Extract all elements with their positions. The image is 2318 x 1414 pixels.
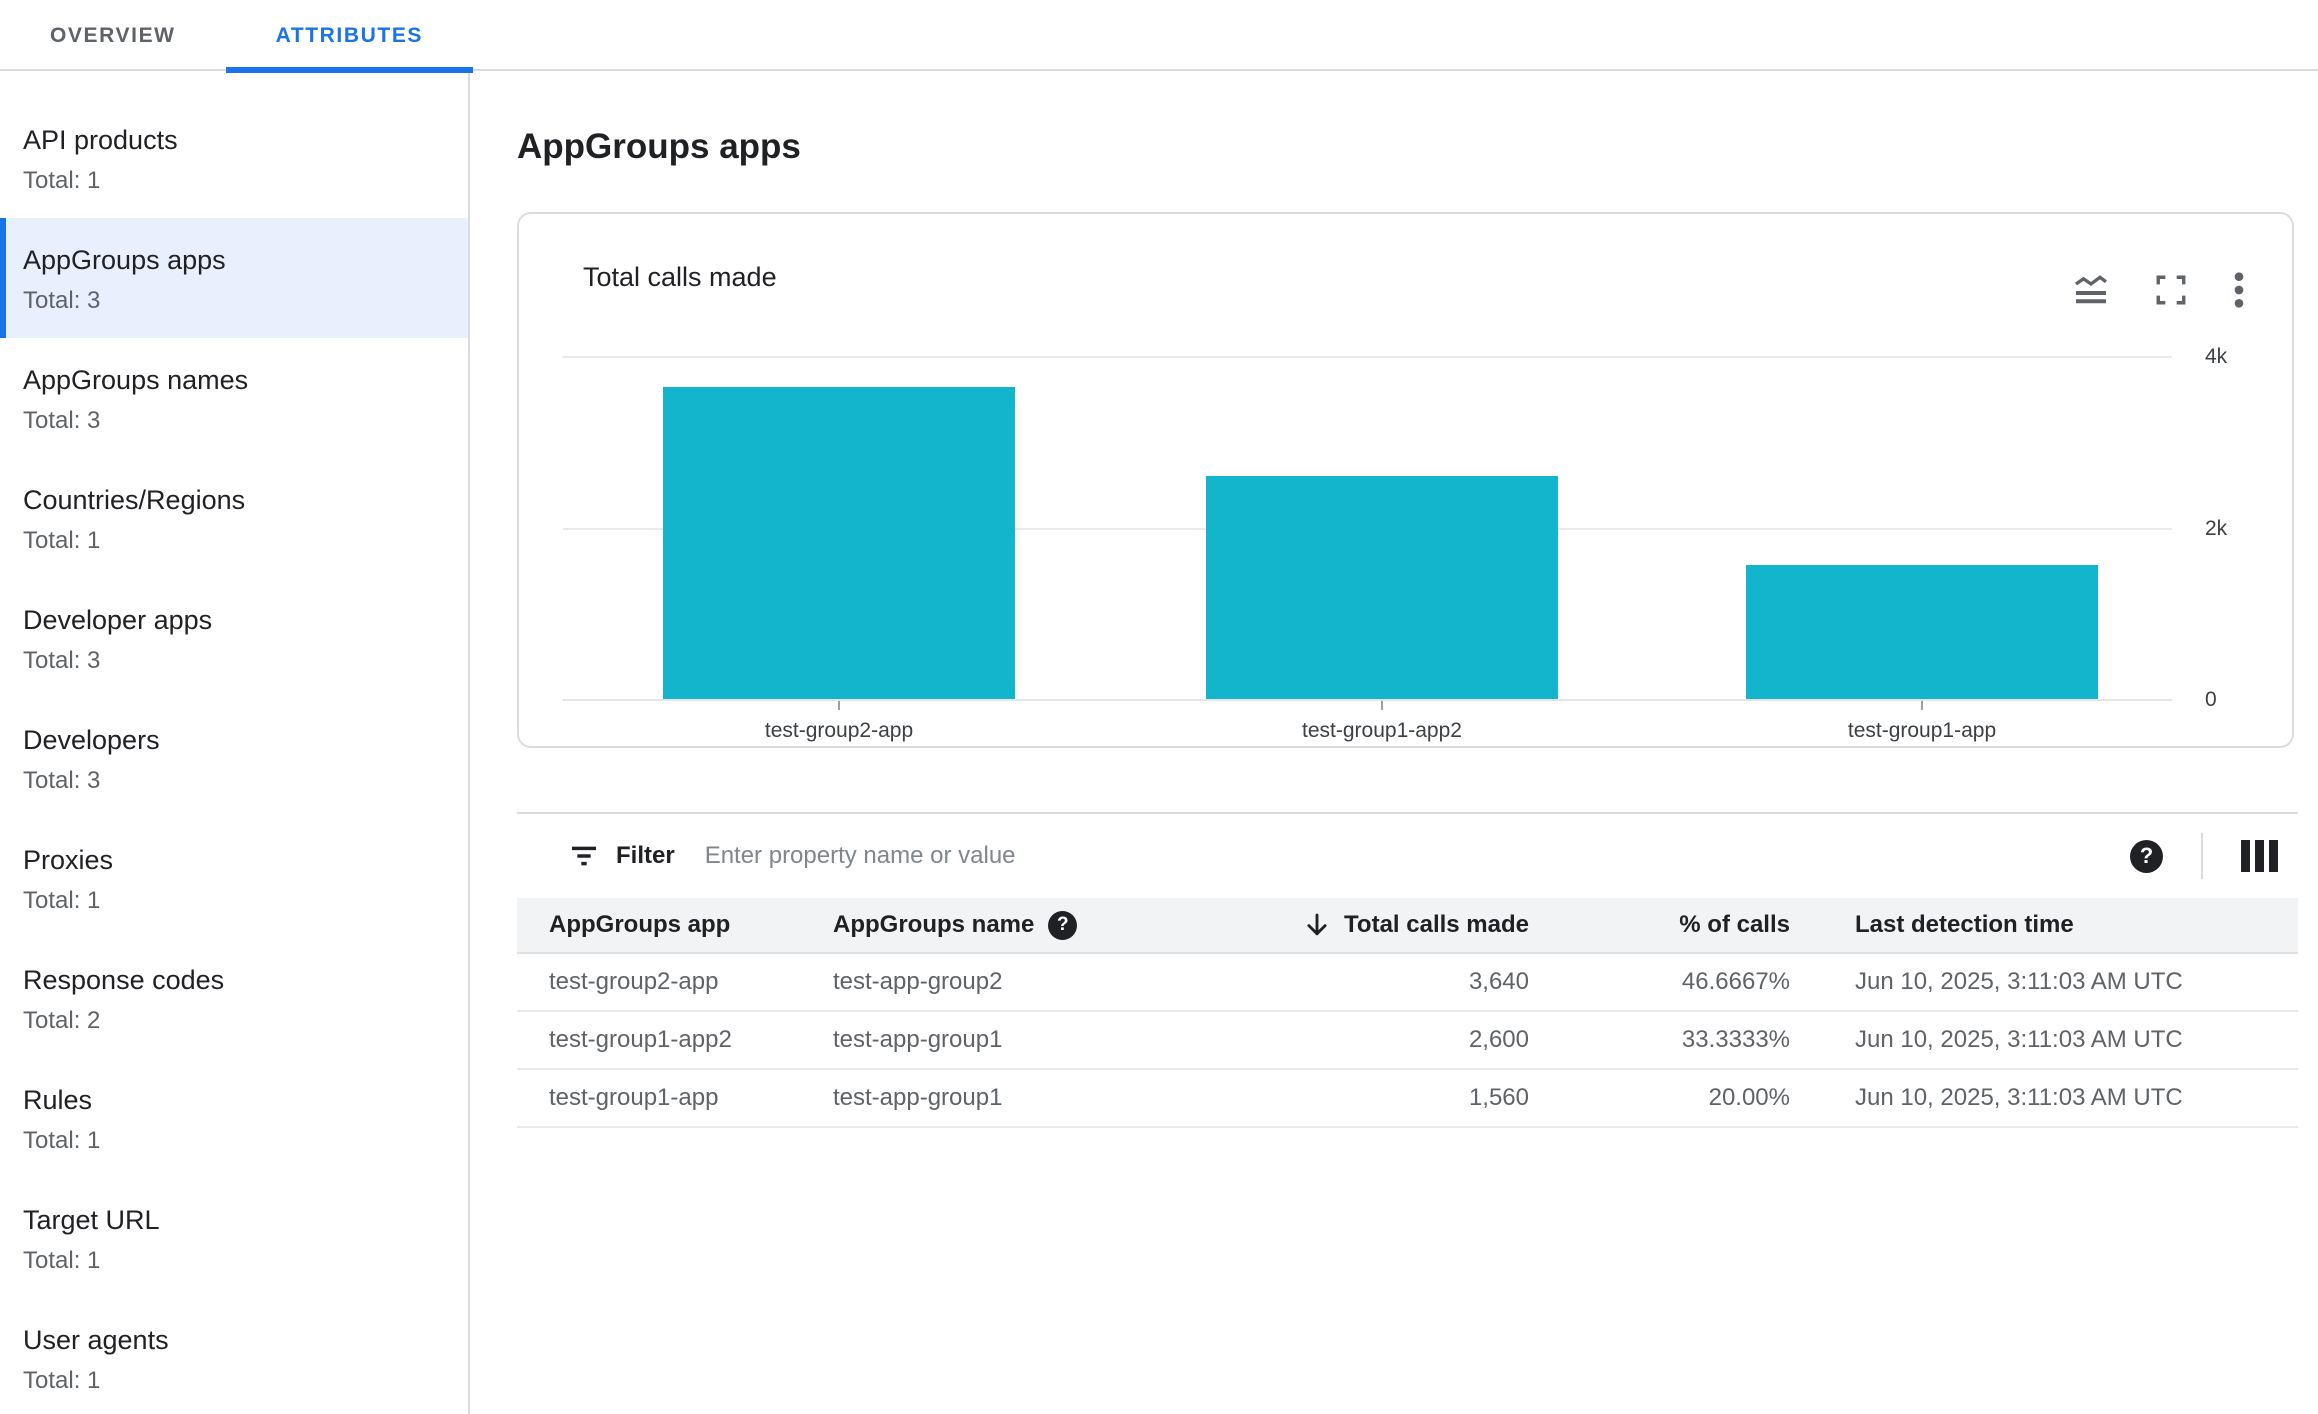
sidebar-item-total: Total: 3 (23, 407, 101, 434)
sidebar-item-total: Total: 3 (23, 287, 101, 314)
sidebar-item-label: Response codes (23, 965, 225, 995)
filter-input[interactable] (704, 842, 2130, 870)
cell-total-calls: 1,560 (1468, 1084, 1529, 1111)
sidebar-item-label: User agents (23, 1325, 169, 1355)
main-content: AppGroups apps Total calls made (470, 71, 2318, 1414)
sidebar-item-total: Total: 3 (23, 647, 101, 674)
gridline-4k (563, 356, 2172, 358)
cell-appgroups-name: test-app-group1 (833, 1026, 1003, 1053)
sidebar-item-proxies[interactable]: Proxies Total: 1 (0, 818, 468, 938)
bar-chart-plot: 4k 2k 0 test-group2-app test-group1-app2… (563, 345, 2227, 742)
more-options-kebab-icon[interactable] (2232, 270, 2246, 310)
sidebar-item-total: Total: 1 (23, 887, 101, 914)
sidebar-item-total: Total: 2 (23, 1007, 101, 1034)
chart-bar[interactable] (1206, 476, 1558, 699)
appgroups-name-help-icon[interactable]: ? (1048, 910, 1078, 940)
header-total-calls-made[interactable]: Total calls made (1163, 910, 1529, 940)
x-tick-label: test-group1-app (1847, 719, 1997, 742)
filter-icon (568, 840, 600, 872)
sidebar-item-response-codes[interactable]: Response codes Total: 2 (0, 938, 468, 1058)
table-help-icon[interactable]: ? (2130, 839, 2163, 873)
tab-bar: OVERVIEW ATTRIBUTES (0, 0, 2318, 73)
tab-attributes[interactable]: ATTRIBUTES (225, 0, 474, 73)
cell-last-detection-time: Jun 10, 2025, 3:11:03 AM UTC (1855, 1026, 2183, 1053)
cell-appgroups-app: test-group1-app (549, 1084, 719, 1111)
sidebar-item-label: Proxies (23, 845, 114, 875)
cell-appgroups-name: test-app-group2 (833, 968, 1003, 995)
cell-appgroups-app: test-group1-app2 (549, 1026, 732, 1053)
cell-pct-of-calls: 46.6667% (1681, 968, 1790, 995)
chart-title: Total calls made (583, 262, 777, 292)
sidebar-item-total: Total: 1 (23, 527, 101, 554)
y-tick-label: 4k (2205, 345, 2228, 368)
x-tick-label: test-group2-app (764, 719, 914, 742)
sidebar-item-total: Total: 1 (23, 1127, 101, 1154)
divider (2201, 833, 2203, 879)
x-tick (1381, 701, 1383, 710)
sidebar-item-label: Developers (23, 725, 160, 755)
sidebar-item-total: Total: 3 (23, 767, 101, 794)
cell-appgroups-app: test-group2-app (549, 968, 719, 995)
y-tick-label: 2k (2205, 517, 2228, 540)
sidebar-item-user-agents[interactable]: User agents Total: 1 (0, 1298, 468, 1414)
sidebar-item-label: AppGroups names (23, 365, 249, 395)
area-chart-icon[interactable] (2072, 272, 2110, 308)
tab-overview[interactable]: OVERVIEW (50, 23, 176, 47)
filter-label: Filter (616, 842, 675, 869)
header-appgroups-app[interactable]: AppGroups app (549, 911, 731, 938)
sidebar-item-appgroups-names[interactable]: AppGroups names Total: 3 (0, 338, 468, 458)
sidebar-item-label: API products (23, 125, 178, 155)
attributes-table-section: Filter ? AppGroups app AppGroups name ? (517, 812, 2298, 1128)
sidebar-item-label: Rules (23, 1085, 93, 1115)
header-pct-of-calls[interactable]: % of calls (1679, 911, 1790, 938)
x-tick (838, 701, 840, 710)
x-axis-baseline (563, 699, 2172, 701)
cell-total-calls: 3,640 (1468, 968, 1529, 995)
sort-descending-icon (1302, 910, 1332, 940)
sidebar-item-label: Countries/Regions (23, 485, 246, 515)
sidebar-item-appgroups-apps[interactable]: AppGroups apps Total: 3 (0, 218, 468, 338)
sidebar-item-total: Total: 1 (23, 167, 101, 194)
sidebar-item-label: Target URL (23, 1205, 160, 1235)
sidebar-item-target-url[interactable]: Target URL Total: 1 (0, 1178, 468, 1298)
cell-total-calls: 2,600 (1468, 1026, 1529, 1053)
page-title: AppGroups apps (517, 127, 801, 166)
x-tick (1921, 701, 1923, 710)
table-row: test-group1-app2 test-app-group1 2,600 3… (517, 1012, 2298, 1070)
attributes-sidebar: API products Total: 1 AppGroups apps Tot… (0, 71, 470, 1414)
total-calls-chart-card: Total calls made (517, 212, 2294, 748)
chart-bar[interactable] (663, 387, 1015, 699)
fullscreen-icon[interactable] (2154, 273, 2188, 307)
sidebar-item-label: AppGroups apps (23, 245, 226, 275)
header-appgroups-name[interactable]: AppGroups name ? (833, 910, 1163, 940)
table-row: test-group1-app test-app-group1 1,560 20… (517, 1070, 2298, 1128)
table-row: test-group2-app test-app-group2 3,640 46… (517, 954, 2298, 1012)
cell-pct-of-calls: 20.00% (1708, 1084, 1790, 1111)
chart-bar[interactable] (1746, 565, 2098, 699)
sidebar-item-total: Total: 1 (23, 1247, 101, 1274)
cell-last-detection-time: Jun 10, 2025, 3:11:03 AM UTC (1855, 1084, 2183, 1111)
cell-appgroups-name: test-app-group1 (833, 1084, 1003, 1111)
column-settings-icon[interactable] (2241, 840, 2278, 872)
cell-last-detection-time: Jun 10, 2025, 3:11:03 AM UTC (1855, 968, 2183, 995)
sidebar-item-rules[interactable]: Rules Total: 1 (0, 1058, 468, 1178)
filter-row: Filter ? (517, 814, 2298, 898)
sidebar-item-countries-regions[interactable]: Countries/Regions Total: 1 (0, 458, 468, 578)
sidebar-item-developers[interactable]: Developers Total: 3 (0, 698, 468, 818)
header-last-detection-time[interactable]: Last detection time (1855, 911, 2074, 938)
y-tick-label: 0 (2205, 688, 2217, 711)
x-tick-label: test-group1-app2 (1302, 719, 1462, 742)
sidebar-item-api-products[interactable]: API products Total: 1 (0, 98, 468, 218)
sidebar-item-developer-apps[interactable]: Developer apps Total: 3 (0, 578, 468, 698)
table-header-row: AppGroups app AppGroups name ? Total cal… (517, 898, 2298, 954)
sidebar-item-label: Developer apps (23, 605, 213, 635)
cell-pct-of-calls: 33.3333% (1681, 1026, 1790, 1053)
sidebar-item-total: Total: 1 (23, 1367, 101, 1394)
